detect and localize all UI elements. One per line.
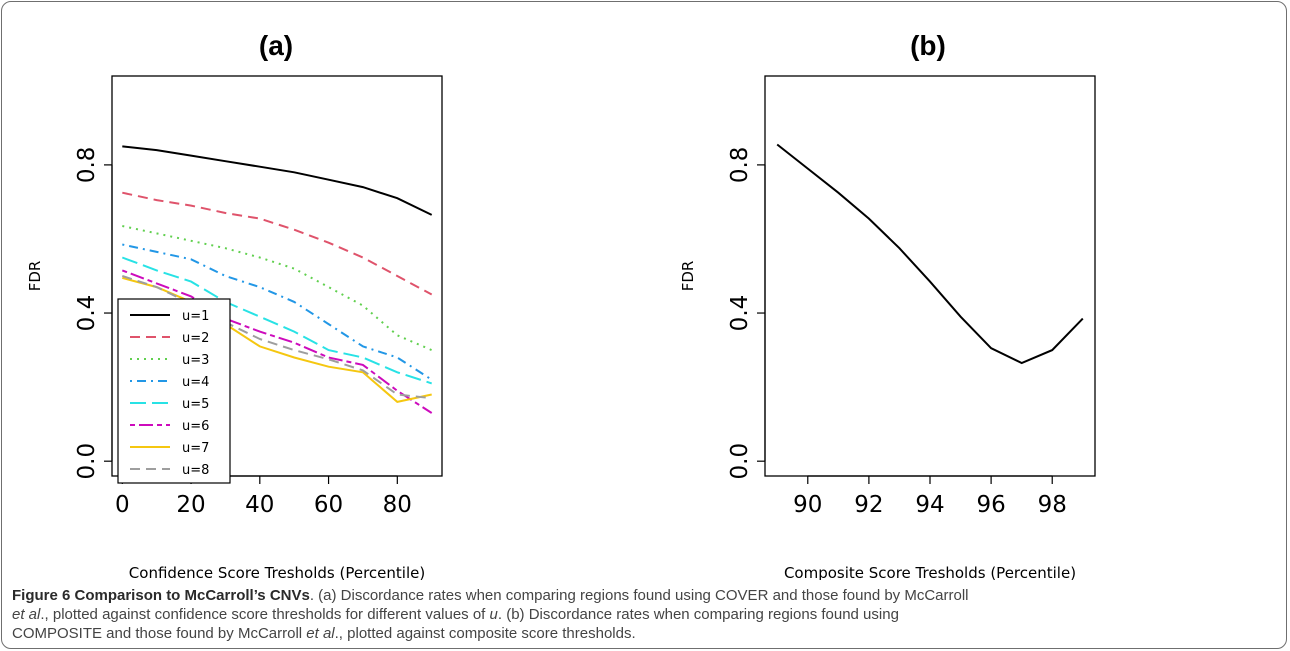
panel-a-legend: u=1 u=2 u=3 u=4 u=5 u=6 u=7 u=8 xyxy=(117,298,231,484)
legend-label: u=8 xyxy=(182,463,209,478)
legend-label: u=1 xyxy=(182,309,209,324)
legend-label: u=3 xyxy=(182,353,209,368)
panel-a: (a) FDR Confidence Score Tresholds (Perc… xyxy=(26,30,443,580)
x-tick-label: 60 xyxy=(314,492,343,518)
legend-box xyxy=(117,298,231,484)
x-tick-label: 0 xyxy=(115,492,130,518)
series-line-u5 xyxy=(121,256,433,385)
series-line xyxy=(776,143,1084,365)
x-tick-label: 92 xyxy=(854,492,883,518)
caption-text: COMPOSITE and those found by McCarroll xyxy=(12,625,307,642)
legend-label: u=7 xyxy=(182,441,209,456)
y-tick-label: 0.8 xyxy=(727,147,753,184)
y-tick-label: 0.0 xyxy=(727,443,753,480)
panel-b-plot-box xyxy=(764,75,1096,477)
x-tick-label: 80 xyxy=(383,492,412,518)
panel-a-title: (a) xyxy=(259,30,293,61)
figure-caption: Figure 6 Comparison to McCarroll’s CNVs.… xyxy=(12,586,1280,643)
caption-text: . (a) Discordance rates when comparing r… xyxy=(309,587,969,604)
caption-italic: et al xyxy=(306,625,335,642)
y-tick-label: 0.4 xyxy=(727,295,753,332)
x-tick-label: 96 xyxy=(976,492,1005,518)
x-tick-label: 40 xyxy=(245,492,274,518)
panel-b: (b) FDR Composite Score Tresholds (Perce… xyxy=(679,30,1096,580)
figure-charts: (a) FDR Confidence Score Tresholds (Perc… xyxy=(26,30,1096,580)
legend-label: u=4 xyxy=(182,375,209,390)
panel-b-title: (b) xyxy=(910,30,946,61)
series-line-u2 xyxy=(122,191,433,296)
y-tick-label: 0.0 xyxy=(74,443,100,480)
panel-a-ylabel: FDR xyxy=(26,261,44,292)
caption-title: Figure 6 Comparison to McCarroll’s CNVs xyxy=(12,587,310,604)
panel-b-xlabel: Composite Score Tresholds (Percentile) xyxy=(784,564,1076,580)
series-line-u6 xyxy=(121,269,433,414)
x-tick-label: 98 xyxy=(1038,492,1067,518)
caption-italic: u xyxy=(489,606,498,623)
legend-label: u=5 xyxy=(182,397,209,412)
series-line-u4 xyxy=(122,243,433,381)
caption-italic: et al xyxy=(12,606,41,623)
panel-b-ylabel: FDR xyxy=(679,261,697,292)
x-tick-label: 94 xyxy=(915,492,944,518)
y-tick-label: 0.4 xyxy=(74,295,100,332)
panel-a-xlabel: Confidence Score Tresholds (Percentile) xyxy=(129,564,425,580)
legend-label: u=2 xyxy=(182,331,209,346)
series-line-u8 xyxy=(121,275,432,400)
y-tick-label: 0.8 xyxy=(74,147,100,184)
series-line-u1 xyxy=(122,145,433,216)
x-tick-label: 20 xyxy=(176,492,205,518)
legend-label: u=6 xyxy=(182,419,209,434)
caption-text: ., plotted against confidence score thre… xyxy=(40,606,490,623)
x-tick-label: 90 xyxy=(793,492,822,518)
caption-text: . (b) Discordance rates when comparing r… xyxy=(497,606,899,623)
caption-text: ., plotted against composite score thres… xyxy=(334,625,636,642)
